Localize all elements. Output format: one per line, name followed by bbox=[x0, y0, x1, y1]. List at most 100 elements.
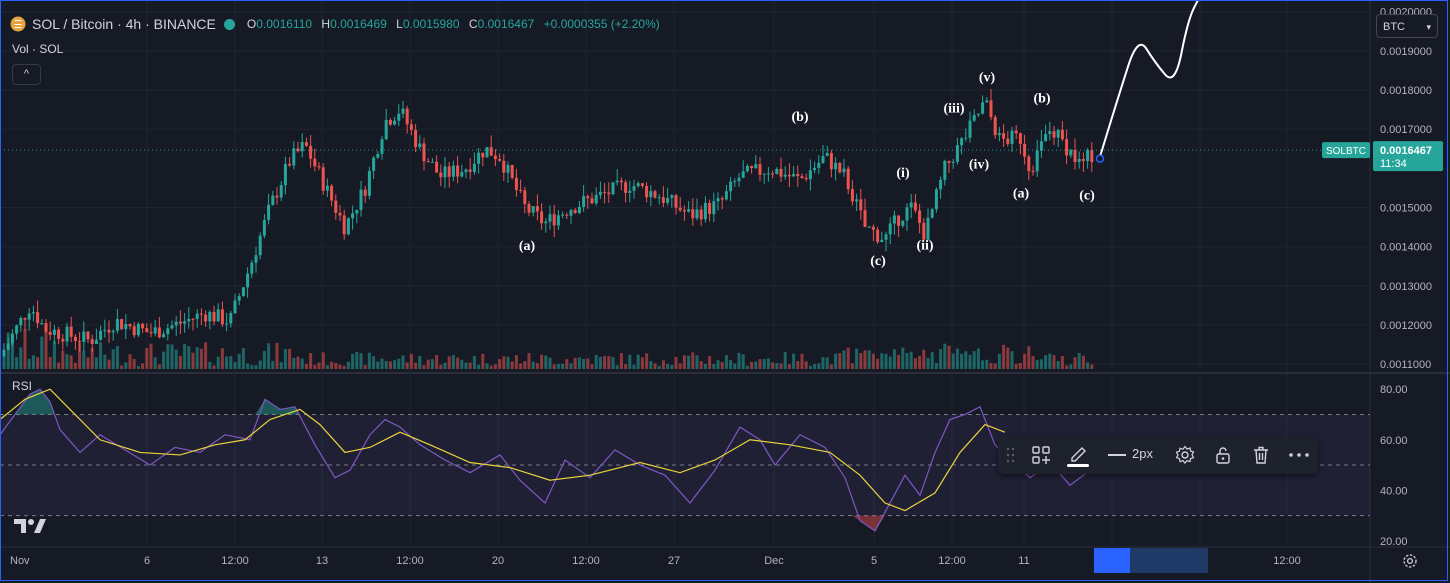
volume-bar bbox=[145, 347, 149, 369]
time-tick-label: 5 bbox=[871, 555, 877, 567]
candle-body bbox=[573, 209, 577, 214]
time-tick-label: 12:00 bbox=[396, 555, 424, 567]
candle-body bbox=[31, 312, 35, 314]
candle-body bbox=[754, 164, 758, 169]
tradingview-logo-icon[interactable] bbox=[14, 517, 46, 535]
volume-bar bbox=[338, 364, 342, 369]
volume-bar bbox=[645, 353, 649, 369]
volume-bar bbox=[838, 353, 842, 369]
candle-body bbox=[48, 331, 52, 335]
candle-body bbox=[708, 202, 712, 215]
volume-bar bbox=[850, 363, 854, 369]
more-icon[interactable] bbox=[1288, 445, 1310, 465]
volume-bar bbox=[1031, 356, 1035, 369]
volume-bar bbox=[733, 363, 737, 369]
candle-body bbox=[57, 329, 61, 339]
candle-body bbox=[661, 197, 665, 203]
volume-bar bbox=[489, 365, 493, 369]
candle-body bbox=[338, 212, 342, 216]
wave-label: (a) bbox=[519, 239, 536, 254]
candle-body bbox=[510, 165, 514, 178]
candle-body bbox=[241, 287, 245, 297]
candle-body bbox=[174, 321, 178, 326]
volume-bar bbox=[233, 362, 237, 369]
volume-bar bbox=[762, 359, 766, 369]
candle-body bbox=[334, 200, 338, 213]
volume-bar bbox=[94, 357, 98, 369]
time-tick-label: 12:00 bbox=[221, 555, 249, 567]
volume-bar bbox=[195, 347, 199, 369]
chart-settings-gear-icon[interactable] bbox=[1402, 553, 1418, 569]
volume-bar bbox=[972, 351, 976, 369]
volume-bar bbox=[199, 348, 203, 369]
volume-bar bbox=[187, 346, 191, 369]
volume-bar bbox=[531, 361, 535, 369]
candle-body bbox=[796, 173, 800, 177]
candle-body bbox=[275, 195, 279, 198]
candle-body bbox=[535, 206, 539, 212]
wave-label: (c) bbox=[1079, 188, 1095, 203]
volume-bar bbox=[262, 350, 266, 369]
candle-body bbox=[829, 152, 833, 170]
volume-bar bbox=[267, 343, 271, 369]
pencil-icon[interactable] bbox=[1065, 441, 1091, 469]
candle-body bbox=[69, 326, 73, 337]
candle-body bbox=[183, 321, 187, 324]
volume-bar bbox=[993, 363, 997, 369]
candle-body bbox=[884, 234, 888, 240]
volume-bar bbox=[178, 356, 182, 369]
volume-bar bbox=[2, 356, 6, 369]
price-tick-label: 0.0012000 bbox=[1380, 320, 1432, 332]
candle-body bbox=[330, 185, 334, 201]
candle-body bbox=[99, 330, 103, 340]
chevron-down-icon: ▾ bbox=[1426, 22, 1431, 32]
volume-bar bbox=[867, 350, 871, 369]
price-tick-label: 0.0011000 bbox=[1380, 359, 1431, 371]
candle-body bbox=[36, 312, 40, 324]
candle-body bbox=[624, 182, 628, 193]
volume-bar bbox=[422, 365, 426, 369]
line-style-icon[interactable] bbox=[1107, 445, 1127, 465]
candle-body bbox=[548, 214, 552, 222]
trash-icon[interactable] bbox=[1251, 445, 1271, 465]
volume-bar bbox=[376, 361, 380, 369]
candle-body bbox=[502, 160, 506, 173]
add-object-icon[interactable] bbox=[1031, 445, 1051, 465]
candle-body bbox=[989, 100, 993, 118]
candle-body bbox=[313, 158, 317, 167]
candle-body bbox=[976, 113, 980, 116]
candle-body bbox=[384, 119, 388, 140]
volume-bar bbox=[120, 365, 124, 369]
rsi-indicator-label[interactable]: RSI bbox=[12, 379, 33, 393]
volume-bar bbox=[57, 362, 61, 369]
candle-body bbox=[611, 182, 615, 195]
volume-bar bbox=[384, 361, 388, 369]
volume-bar bbox=[964, 351, 968, 369]
currency-selector[interactable]: BTC ▾ bbox=[1376, 14, 1438, 38]
gear-icon[interactable] bbox=[1175, 445, 1195, 465]
volume-bar bbox=[855, 348, 859, 369]
candle-body bbox=[699, 209, 703, 220]
candle-body bbox=[254, 255, 258, 263]
drag-handle-icon[interactable] bbox=[1006, 447, 1016, 463]
candle-body bbox=[40, 323, 44, 325]
candle-body bbox=[733, 181, 737, 183]
stroke-width-label[interactable]: 2px bbox=[1132, 446, 1153, 461]
symbol-title[interactable]: SOL / Bitcoin · 4h · BINANCE bbox=[32, 16, 216, 32]
candle-body bbox=[582, 196, 586, 207]
volume-bar bbox=[569, 363, 573, 369]
lock-icon[interactable] bbox=[1213, 445, 1233, 465]
candle-body bbox=[1018, 133, 1022, 144]
candle-body bbox=[972, 115, 976, 121]
volume-bar bbox=[1039, 359, 1043, 369]
collapse-legend-button[interactable]: ^ bbox=[12, 64, 41, 85]
volume-indicator-label[interactable]: Vol · SOL bbox=[12, 42, 64, 56]
volume-bar bbox=[439, 364, 443, 369]
volume-bar bbox=[351, 353, 355, 369]
candle-body bbox=[871, 226, 875, 230]
rsi-line bbox=[0, 388, 1091, 532]
candle-body bbox=[561, 214, 565, 216]
volume-bar bbox=[918, 355, 922, 369]
candle-body bbox=[531, 206, 535, 213]
candle-body bbox=[855, 199, 859, 202]
